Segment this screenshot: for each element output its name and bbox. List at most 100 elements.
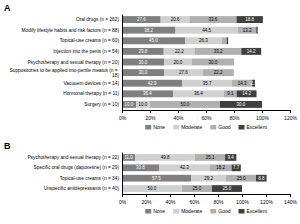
data-label: 33.2 xyxy=(214,49,223,54)
category-label: Unspecific antidepressants (n = 40) xyxy=(44,186,120,191)
data-label: 33.6 xyxy=(209,17,218,22)
category-label: Suppositories to be applied into-penile … xyxy=(10,68,120,78)
data-label: 36.4 xyxy=(194,91,203,96)
data-label: 44.5 xyxy=(202,28,211,33)
series xyxy=(212,154,267,192)
legend-label: None xyxy=(153,124,165,130)
legend-label: Moderate xyxy=(181,208,202,214)
bars xyxy=(122,154,267,192)
tick-label: 100% xyxy=(236,199,249,205)
x-axis: 0%20%40%60%80%100%120% xyxy=(119,110,298,121)
tick: 120% xyxy=(284,110,297,121)
data-label: 22.2 xyxy=(214,70,223,75)
data-label: 18.8 xyxy=(245,17,254,22)
bar-segment xyxy=(241,48,261,55)
category-label: Topical-use creams (n = 60) xyxy=(60,38,120,43)
data-label: 10.0 xyxy=(125,102,134,107)
data-label: 8.8 xyxy=(258,176,265,181)
bar-segment xyxy=(222,37,227,44)
data-label: 45.0 xyxy=(149,38,158,43)
bar-segment xyxy=(164,59,192,66)
bar-segment xyxy=(164,48,195,55)
legend-item: None xyxy=(145,124,165,130)
label-line: Psychotherapy and sexual therapy (n = 22… xyxy=(27,155,119,160)
label-line: Hormonal therapy (n = 11) xyxy=(63,91,119,96)
legend: NoneModerateGoodExcellent xyxy=(145,208,267,214)
data-label: 14.2 xyxy=(242,91,251,96)
data-label: 30.0 xyxy=(139,70,148,75)
data-label: 14.2 xyxy=(247,49,256,54)
label-line: Specific oral drugs (dapoxetine) (n = 29… xyxy=(34,165,120,170)
data-label: 25.0 xyxy=(193,186,202,191)
data-label: 2.1 xyxy=(250,81,257,86)
tick-mark xyxy=(170,194,171,197)
series xyxy=(150,16,256,108)
label-line: Psychotherapy and sexual therapy (n = 20… xyxy=(27,60,119,65)
tick: Unspecific antidepressants (n = 40) xyxy=(44,186,120,191)
series xyxy=(136,16,238,108)
tick-label: 0% xyxy=(119,115,127,121)
tick: 100% xyxy=(256,110,269,121)
category-label: Psychotherapy and sexual therapy (n = 22… xyxy=(27,155,119,160)
bar-segment xyxy=(237,90,257,97)
bar-segment xyxy=(122,48,164,55)
chart-container: 0% 20% 40% 60% 80% 100% 120% Oral drugs (n = 26… xyxy=(0,0,300,224)
data-label: 35.7 xyxy=(203,81,212,86)
bar-segment xyxy=(173,90,224,97)
tick-label: 20% xyxy=(145,115,156,121)
tick: 60% xyxy=(189,194,200,205)
bar-segment xyxy=(182,80,232,87)
legend-item: None xyxy=(145,208,165,214)
tick-label: 100% xyxy=(256,115,269,121)
bar-segment xyxy=(161,16,190,23)
bar-segment xyxy=(237,16,263,23)
panel: 0%20%40%60%80%100%120%Oral drugs (n = 26… xyxy=(10,15,298,121)
data-label: 11.0 xyxy=(124,155,133,160)
bar-segment xyxy=(122,164,159,171)
tick: Injection into the penis (n = 54) xyxy=(53,49,119,54)
data-label: 13.2 xyxy=(243,28,252,33)
tick: 20% xyxy=(145,110,156,121)
tick: Hormonal therapy (n = 11) xyxy=(63,91,119,96)
legend-swatch xyxy=(239,125,245,130)
legend-item: Good xyxy=(210,124,230,130)
tick-mark xyxy=(262,110,263,113)
tick: Suppositories to be applied into-penile … xyxy=(10,68,120,78)
bar-segment xyxy=(195,154,225,161)
tick-mark xyxy=(218,194,219,197)
tick-mark xyxy=(194,194,195,197)
data-label: 25.0 xyxy=(223,186,232,191)
y-axis: Oral drugs (n = 262)Modify lifestyle hab… xyxy=(10,15,123,111)
bar-segment xyxy=(225,154,236,161)
tick: 0% xyxy=(119,194,127,205)
label-line: Modify lifestyle habits and risk factors… xyxy=(22,28,120,33)
tick: Topical-use creams (n = 60) xyxy=(60,38,120,43)
tick-mark xyxy=(150,110,151,113)
tick-label: 140% xyxy=(284,199,297,205)
tick: Psychotherapy and sexual therapy (n = 20… xyxy=(27,60,119,65)
panel-title: A xyxy=(4,3,11,13)
data-label: 30.8 xyxy=(136,165,145,170)
bar-segment xyxy=(191,175,226,182)
legend-label: None xyxy=(153,208,165,214)
bar-segment xyxy=(122,80,182,87)
tick-label: 40% xyxy=(173,115,184,121)
bar-segment xyxy=(122,101,136,108)
panel-title: B xyxy=(4,141,11,151)
tick: 140% xyxy=(284,194,297,205)
tick-mark xyxy=(290,194,291,197)
data-label: 50.0 xyxy=(148,186,157,191)
category-label: Specific oral drugs (dapoxetine) (n = 29… xyxy=(34,165,120,170)
legend-item: Moderate xyxy=(173,124,202,130)
bar-segment xyxy=(232,164,241,171)
panel: 0%20%40%60%80%100%120%140%Psychotherapy … xyxy=(27,153,297,205)
tick: Modify lifestyle habits and risk factors… xyxy=(22,28,120,33)
category-label: Injection into the penis (n = 54) xyxy=(53,49,119,54)
tick: Surgery (n = 10) xyxy=(84,102,119,107)
tick: 80% xyxy=(229,110,240,121)
bar-segment xyxy=(256,27,257,34)
bar-segment xyxy=(192,59,234,66)
tick-label: 20% xyxy=(141,199,152,205)
bar-segment xyxy=(159,164,210,171)
data-label: 29.8 xyxy=(138,49,147,54)
